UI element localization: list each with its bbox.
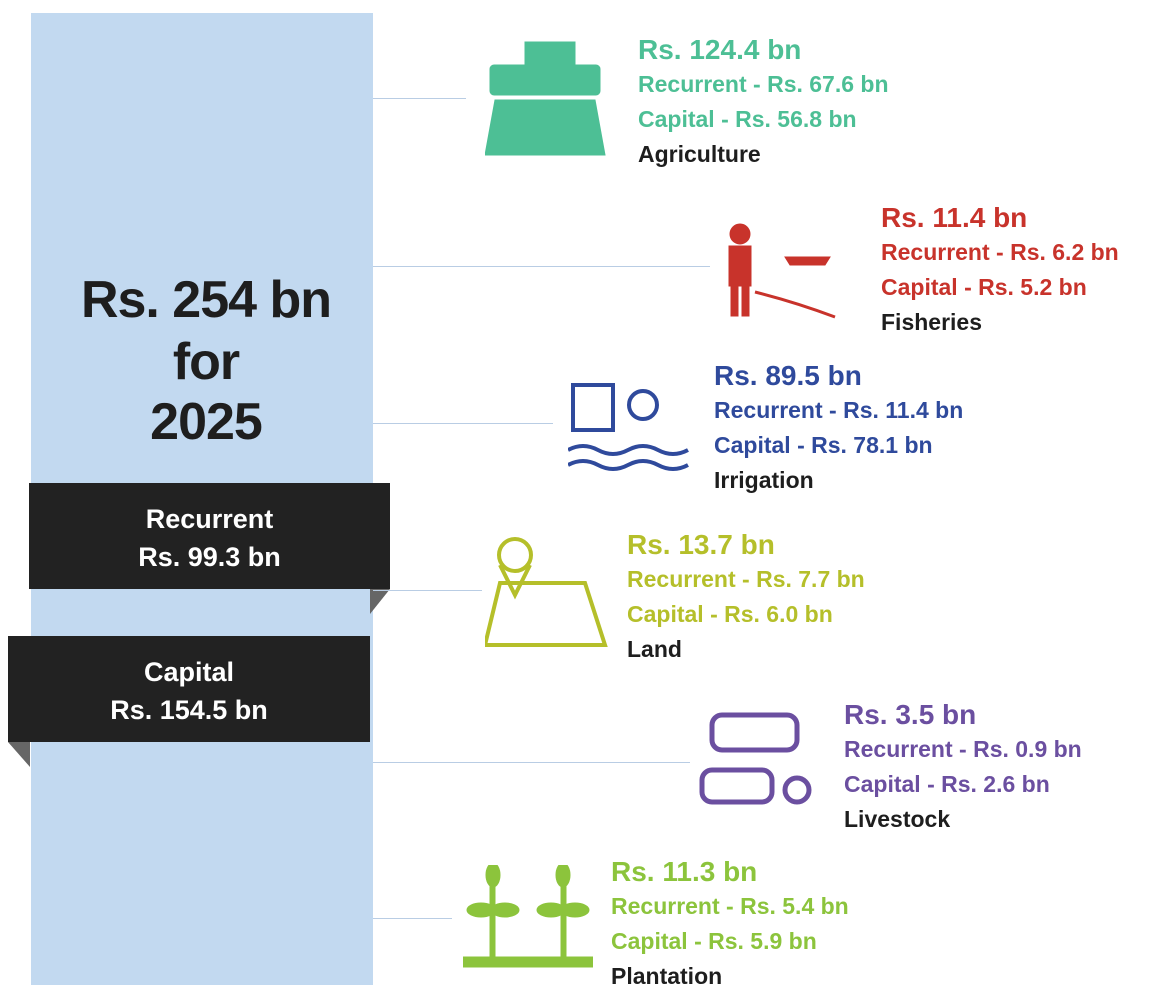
connector [373,423,553,424]
sector: Rs. 89.5 bn Recurrent - Rs. 11.4 bn Capita… [714,358,963,498]
fold [8,742,30,767]
sector-name: Land [627,636,682,662]
amount: Rs. 99.3 bn [138,542,281,572]
headline: 2025 [150,393,263,451]
sector-total: Rs. 124.4 bn [638,34,802,65]
connector [373,266,710,267]
sector-recurrent: Recurrent - Rs. 11.4 bn [714,397,964,423]
sector-capital: Capital - Rs. 56.8 bn [638,106,857,132]
sector-total: Rs. 89.5 bn [714,360,862,391]
icon-shape [485,99,606,156]
sector-recurrent: Recurrent - Rs. 0.9 bn [844,736,1082,762]
icon-shape [627,389,659,421]
connector [373,98,466,99]
sector-icon [728,223,836,319]
sector-total: Rs. 11.3 bn [611,856,758,887]
headline: for [172,333,240,391]
sector-capital: Capital - Rs. 6.0 bn [627,601,833,627]
headline: Rs. 254 bn [80,271,332,329]
sector-recurrent: Recurrent - Rs. 7.7 bn [627,566,865,592]
sector-icon [568,383,689,471]
icon-shape [699,767,775,805]
icon-shape [709,712,800,753]
sector-recurrent: Recurrent - Rs. 6.2 bn [881,239,1119,265]
fold [370,589,390,614]
sector: Rs. 11.3 bn Recurrent - Rs. 5.4 bn Capital… [611,854,849,994]
sector-total: Rs. 13.7 bn [627,529,775,560]
icon-shape [489,64,601,96]
amount: Rs. 154.5 bn [110,695,268,725]
icon-shape [560,902,590,918]
sector-total: Rs. 3.5 bn [844,699,977,730]
icon-shape [729,223,751,245]
sector-total: Rs. 11.4 bn [881,202,1028,233]
icon-shape [485,865,501,888]
sector-name: Irrigation [714,467,814,493]
sector-icon [485,41,606,156]
sector: Rs. 13.7 bn Recurrent - Rs. 7.7 bn Capital… [627,527,865,667]
sector-name: Agriculture [638,141,761,167]
sector-capital: Capital - Rs. 5.2 bn [881,274,1087,300]
icon-shape [782,775,812,805]
icon-shape [485,581,608,647]
icon-shape [560,884,567,958]
recurrent-box: Recurrent Rs. 99.3 bn [29,483,390,589]
sector-recurrent: Recurrent - Rs. 5.4 bn [611,893,849,919]
label: Recurrent [145,504,274,534]
sector: Rs. 124.4 bn Recurrent - Rs. 67.6 bn Capit… [638,32,889,172]
icon-shape [568,444,689,471]
sector-capital: Capital - Rs. 78.1 bn [714,432,933,458]
icon-shape [524,41,576,68]
sector-name: Fisheries [881,309,982,335]
icon-shape [463,956,593,968]
icon-shape [730,285,739,317]
icon-shape [497,537,533,573]
sector-icon [699,712,812,805]
sector: Rs. 3.5 bn Recurrent - Rs. 0.9 bn Capital … [844,697,1082,837]
sector: Rs. 11.4 bn Recurrent - Rs. 6.2 bn Capital… [881,200,1119,340]
label: Capital [143,657,235,687]
connector [373,590,482,591]
icon-shape [754,290,836,319]
sector-name: Plantation [611,963,723,989]
connector [373,918,452,919]
connector [373,762,690,763]
icon-shape [784,256,831,266]
sector-recurrent: Recurrent - Rs. 67.6 bn [638,71,889,97]
icon-shape [741,285,750,317]
sector-icon [485,537,608,647]
icon-shape [555,865,571,888]
sector-icon [463,865,593,968]
sector-capital: Capital - Rs. 2.6 bn [844,771,1050,797]
icon-shape [490,902,520,918]
sector-capital: Capital - Rs. 5.9 bn [611,928,817,954]
capital-box: Capital Rs. 154.5 bn [8,636,370,742]
icon-shape [498,564,532,600]
icon-shape [489,884,496,958]
icon-shape [571,383,615,432]
icon-shape [728,245,752,287]
sector-name: Livestock [844,806,951,832]
